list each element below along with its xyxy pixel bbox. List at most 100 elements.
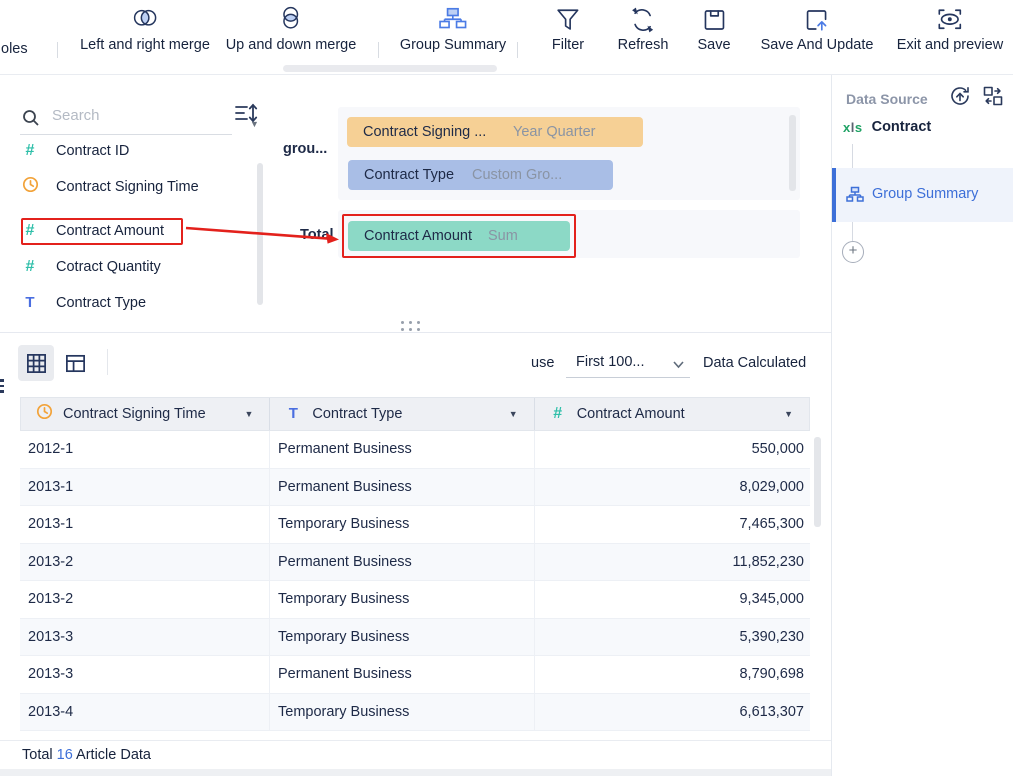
column-dropdown-icon[interactable]: ▼ (244, 409, 254, 419)
toolbar-item-exit-and-preview[interactable]: Exit and preview (897, 5, 1003, 53)
column-header-contract-type[interactable]: T Contract Type ▼ (270, 398, 535, 430)
view-toggle-divider (107, 349, 108, 375)
table-cell: Temporary Business (270, 581, 535, 618)
table-cell: 2012-1 (20, 431, 270, 468)
number-type-icon: # (25, 258, 35, 275)
layout-view-button[interactable] (61, 349, 89, 377)
table-cell: Permanent Business (270, 431, 535, 468)
toolbar-item-filter[interactable]: Filter (552, 5, 584, 53)
restore-icon[interactable] (949, 85, 971, 107)
preview-table: Contract Signing Time ▼ T Contract Type ▼ # Co… (20, 397, 810, 731)
sort-caret-icon[interactable]: ▼ (250, 119, 259, 129)
group-summary-icon (438, 5, 468, 35)
table-cell: Permanent Business (270, 656, 535, 693)
field-name: Cotract Quantity (56, 259, 161, 275)
red-arrow-annotation (185, 226, 339, 244)
table-cell: 550,000 (751, 441, 804, 458)
table-cell: 2013-1 (20, 506, 270, 543)
chip-setting-label: Custom Gro... (472, 167, 563, 183)
collapsed-panel-handle-icon[interactable] (0, 379, 4, 396)
chip-setting-label: Sum (488, 228, 518, 244)
group-summary-node[interactable]: Group Summary (832, 168, 1013, 222)
table-row: 2013-2 Permanent Business 11,852,230 (20, 543, 810, 581)
table-cell: 2013-1 (20, 468, 270, 505)
table-row: 2013-3 Permanent Business 8,790,698 (20, 656, 810, 694)
toolbar-item-partial[interactable]: oles (1, 41, 28, 57)
table-view-button[interactable] (18, 345, 54, 381)
toolbar-item-save-and-update[interactable]: Save And Update (760, 5, 874, 53)
table-cell: 7,465,300 (739, 516, 804, 533)
table-cell: Permanent Business (270, 468, 535, 505)
add-step-button[interactable]: + (842, 241, 864, 263)
record-count-number: 16 (56, 747, 73, 763)
column-header-contract-signing-time[interactable]: Contract Signing Time ▼ (21, 398, 271, 430)
datasource-file-name: Contract (871, 119, 932, 135)
chip-field-label: Contract Type (364, 167, 455, 183)
column-dropdown-icon[interactable]: ▼ (784, 409, 793, 419)
table-cell: 9,345,000 (739, 591, 804, 608)
field-item-contract-id[interactable]: # Contract ID (20, 140, 130, 162)
field-name: Contract ID (56, 143, 130, 159)
toolbar-item-label: Save (697, 37, 731, 53)
swap-icon[interactable] (982, 85, 1004, 107)
chevron-down-icon (673, 361, 684, 369)
table-row: 2013-1 Permanent Business 8,029,000 (20, 468, 810, 506)
bottom-scrollbar-track[interactable] (0, 769, 1013, 776)
toolbar-item-save[interactable]: Save (697, 5, 731, 53)
toolbar-item-refresh[interactable]: Refresh (618, 5, 668, 53)
toolbar-item-label: Save And Update (760, 37, 874, 53)
number-type-icon: # (25, 142, 35, 159)
table-scrollbar[interactable] (814, 437, 821, 527)
toolbar-divider (378, 42, 379, 58)
table-cell: 6,613,307 (739, 703, 804, 720)
sort-fields-icon[interactable] (233, 101, 265, 133)
table-row: 2013-2 Temporary Business 9,345,000 (20, 581, 810, 619)
toolbar-item-left-and-right-merge[interactable]: Left and right merge (80, 5, 210, 53)
table-cell: 2013-3 (20, 618, 270, 655)
exit-preview-icon (935, 5, 965, 35)
group-summary-icon (846, 186, 864, 204)
panel-splitter[interactable] (0, 332, 831, 333)
table-cell: 8,029,000 (739, 478, 804, 495)
table-header-row: Contract Signing Time ▼ T Contract Type ▼ # Co… (20, 397, 810, 431)
refresh-icon (628, 5, 658, 35)
chip-contract-signing[interactable]: Contract Signing ... Year Quarter (347, 117, 643, 147)
table-cell: Temporary Business (270, 506, 535, 543)
toolbar-hscrollbar[interactable] (283, 65, 497, 72)
field-item-contract-signing-time[interactable]: Contract Signing Time (20, 176, 199, 198)
column-dropdown-icon[interactable]: ▼ (508, 409, 518, 419)
clock-icon (20, 176, 40, 198)
toolbar-item-label: Group Summary (399, 37, 507, 53)
field-item-contract-type[interactable]: T Contract Type (20, 292, 146, 314)
chip-contract-amount[interactable]: Contract Amount Sum (348, 221, 570, 251)
save-icon (699, 5, 729, 35)
toolbar-item-up-and-down-merge[interactable]: Up and down merge (226, 5, 356, 53)
field-item-contract-amount[interactable]: # Contract Amount (20, 220, 164, 242)
search-input[interactable] (50, 106, 224, 125)
toolbar-item-label: Exit and preview (896, 37, 1004, 53)
number-type-icon: # (25, 222, 35, 239)
text-type-icon: T (25, 294, 35, 311)
row-limit-value: First 100... (576, 354, 645, 370)
clock-icon (34, 403, 54, 425)
field-item-cotract-quantity[interactable]: # Cotract Quantity (20, 256, 161, 278)
splitter-drag-handle-icon[interactable] (401, 321, 404, 324)
record-count-suffix: Article Data (76, 747, 151, 763)
column-header-contract-amount[interactable]: # Contract Amount ▼ (535, 398, 809, 430)
record-count-prefix: Total (22, 747, 53, 763)
group-dropzone-scrollbar[interactable] (789, 115, 796, 191)
row-limit-select[interactable]: First 100... (566, 349, 690, 378)
top-toolbar: oles Left and right merge Up and down mer… (0, 0, 1013, 75)
column-header-label: Contract Amount (576, 406, 685, 422)
footer-divider (0, 740, 831, 741)
table-cell: 2013-2 (20, 543, 270, 580)
field-name: Contract Amount (56, 223, 164, 239)
record-count: Total 16 Article Data (22, 747, 151, 763)
chip-field-label: Contract Amount (364, 228, 472, 244)
toolbar-item-group-summary[interactable]: Group Summary (400, 5, 506, 53)
use-label: use (531, 355, 555, 371)
data-status-label: Data Calculated (703, 355, 807, 371)
chip-setting-label: Year Quarter (513, 124, 596, 140)
chip-contract-type[interactable]: Contract Type Custom Gro... (348, 160, 613, 190)
datasource-root-node[interactable]: xls Contract (843, 119, 931, 135)
